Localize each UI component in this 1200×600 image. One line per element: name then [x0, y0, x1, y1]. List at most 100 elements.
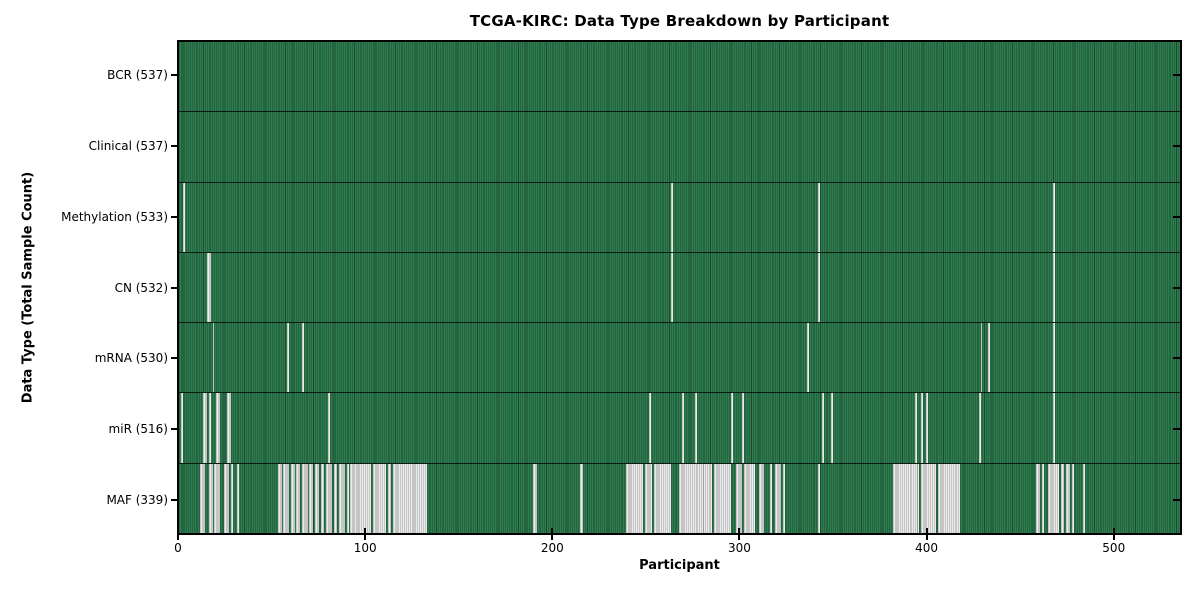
y-tick-mark-inner [1173, 215, 1180, 218]
x-tick-mark [364, 535, 367, 540]
absent-segment [1053, 182, 1056, 252]
y-tick-label-clinical: Clinical (537) [88, 139, 168, 154]
absent-segment [1047, 463, 1059, 533]
row-clinical [179, 112, 1180, 183]
absent-segment [328, 393, 330, 463]
absent-segment [678, 463, 713, 533]
row-bcr [179, 42, 1180, 113]
absent-segment [302, 463, 308, 533]
absent-segment [671, 252, 673, 323]
absent-segment [1042, 463, 1044, 533]
absent-segment [283, 463, 289, 533]
absent-segment [920, 393, 923, 463]
y-tick-mark [171, 145, 177, 148]
x-tick-label-0: 0 [174, 541, 182, 555]
absent-segment [682, 393, 685, 463]
x-tick-label-200: 200 [540, 541, 564, 555]
absent-segment [892, 463, 920, 533]
absent-segment [533, 463, 537, 533]
absent-segment [346, 463, 349, 533]
absent-segment [775, 463, 782, 533]
absent-segment [206, 252, 211, 323]
absent-segment [333, 463, 338, 533]
absent-segment [782, 463, 785, 533]
y-tick-label-mrna: mRNA (530) [94, 351, 168, 366]
y-tick-mark [171, 427, 177, 430]
chart-title: TCGA-KIRC: Data Type Breakdown by Partic… [469, 12, 890, 30]
absent-segment [326, 463, 332, 533]
y-tick-label-maf: MAF (339) [106, 492, 168, 507]
plot-area: Present Absent [177, 40, 1182, 535]
y-tick-mark [171, 357, 177, 360]
y-tick-label-cn: CN (532) [114, 280, 168, 295]
x-tick-label-100: 100 [353, 541, 377, 555]
x-tick-mark [177, 535, 179, 540]
absent-segment [1060, 463, 1065, 533]
x-tick-label-500: 500 [1102, 541, 1126, 555]
x-tick-mark [738, 535, 741, 540]
absent-segment [648, 393, 651, 463]
absent-segment [199, 463, 206, 533]
absent-segment [926, 393, 929, 463]
y-tick-label-bcr: BCR (537) [107, 68, 168, 83]
absent-segment [410, 463, 427, 533]
y-tick-mark-inner [1173, 498, 1180, 501]
absent-segment [626, 463, 644, 533]
x-tick-label-300: 300 [727, 541, 751, 555]
absent-segment [287, 323, 289, 393]
y-tick-mark [171, 286, 177, 289]
x-tick-mark-inner [738, 528, 741, 534]
y-tick-mark-inner [1173, 357, 1180, 360]
absent-segment [654, 463, 672, 533]
x-tick-mark [925, 535, 928, 540]
y-tick-mark-inner [1173, 286, 1180, 289]
absent-segment [216, 393, 220, 463]
y-tick-label-mir: miR (516) [108, 421, 168, 436]
absent-segment [743, 463, 755, 533]
absent-segment [203, 393, 207, 463]
x-axis-label: Participant [639, 558, 720, 573]
absent-segment [296, 463, 301, 533]
y-tick-mark-inner [1173, 427, 1180, 430]
x-tick-mark [1112, 535, 1115, 540]
absent-segment [1071, 463, 1074, 533]
absent-segment [1053, 323, 1056, 393]
absent-segment [315, 463, 319, 533]
absent-segment [1083, 463, 1085, 533]
x-tick-label-400: 400 [915, 541, 939, 555]
absent-segment [920, 463, 936, 533]
absent-segment [290, 463, 295, 533]
absent-segment [309, 463, 314, 533]
absent-segment [214, 463, 220, 533]
absent-segment [320, 463, 325, 533]
x-tick-mark-inner [364, 528, 367, 534]
absent-segment [393, 463, 411, 533]
absent-segment [387, 463, 392, 533]
absent-segment [980, 323, 983, 393]
row-methylation [179, 182, 1180, 253]
absent-segment [302, 323, 304, 393]
absent-segment [978, 393, 981, 463]
x-tick-mark-inner [551, 528, 554, 534]
absent-segment [339, 463, 345, 533]
absent-segment [713, 463, 731, 533]
absent-segment [730, 393, 733, 463]
absent-segment [671, 182, 673, 252]
absent-segment [988, 323, 990, 393]
absent-segment [831, 393, 834, 463]
row-mrna [179, 323, 1180, 394]
absent-segment [182, 182, 185, 252]
absent-segment [350, 463, 355, 533]
absent-segment [818, 463, 821, 533]
row-maf [179, 463, 1180, 533]
absent-segment [354, 463, 371, 533]
y-tick-label-methylation: Methylation (533) [61, 209, 168, 224]
absent-segment [758, 463, 765, 533]
absent-segment [818, 252, 821, 323]
absent-segment [915, 393, 918, 463]
absent-segment [236, 463, 239, 533]
absent-segment [208, 463, 213, 533]
absent-segment [822, 393, 824, 463]
absent-segment [579, 463, 584, 533]
